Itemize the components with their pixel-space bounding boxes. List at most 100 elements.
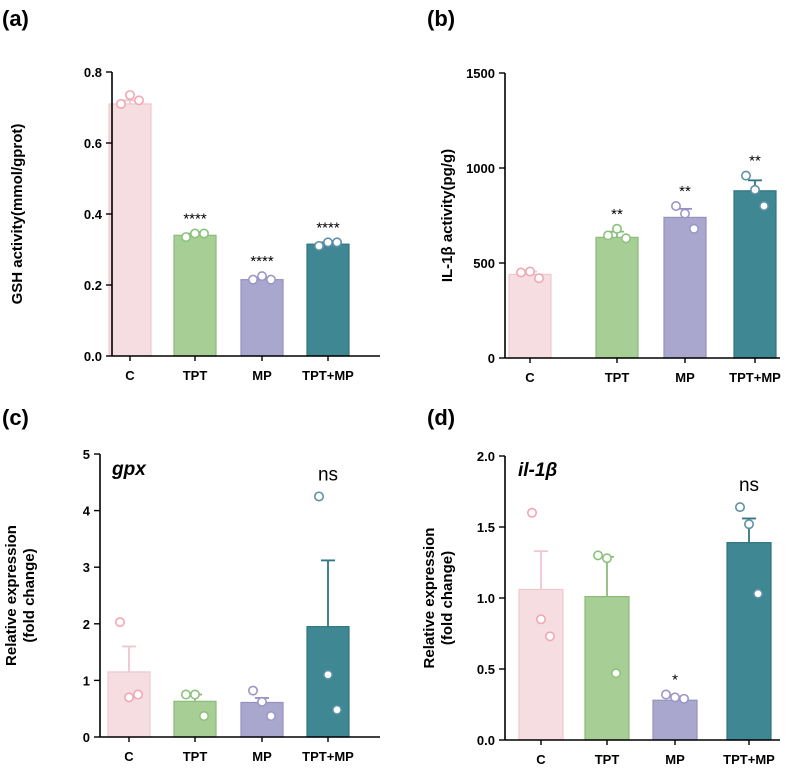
x-tick-label: C [525, 370, 535, 385]
data-point [678, 693, 689, 704]
data-point [313, 491, 324, 502]
y-tick-label: 3 [83, 560, 90, 575]
data-point [134, 95, 145, 106]
y-tick-label: 0.8 [84, 65, 102, 80]
y-axis-label-line2: (fold change) [439, 551, 456, 645]
y-tick-label: 1 [83, 673, 90, 688]
y-tick-label: 1000 [466, 161, 495, 176]
bar-C [508, 273, 552, 359]
significance-label: ns [318, 464, 338, 485]
data-point [601, 553, 612, 564]
data-point [669, 692, 680, 703]
y-tick-label: 0.0 [477, 733, 495, 748]
x-tick-label: TPT [605, 370, 630, 385]
y-axis-label-line1: Relative expression [3, 525, 20, 666]
y-tick-label: 0 [83, 730, 90, 745]
data-point [544, 631, 555, 642]
data-point [115, 617, 126, 628]
data-point [265, 711, 276, 722]
bar-C [518, 588, 564, 741]
x-tick-label: MP [252, 749, 272, 764]
significance-label: **** [316, 219, 340, 236]
panel-label: (d) [427, 405, 455, 430]
data-point [199, 228, 210, 239]
data-point [199, 711, 210, 722]
significance-label: **** [250, 253, 274, 270]
data-point [620, 233, 631, 244]
data-point [535, 614, 546, 625]
y-tick-label: 2.0 [477, 449, 495, 464]
data-point [248, 274, 259, 285]
x-tick-label: MP [665, 752, 685, 767]
bar-C [108, 103, 152, 357]
bar-TPT+MP [726, 542, 772, 741]
bar-TPT+MP [306, 626, 350, 738]
panel-label: (b) [427, 6, 455, 31]
data-point [752, 588, 763, 599]
data-point [248, 685, 259, 696]
significance-label: ns [739, 475, 759, 496]
data-point [125, 90, 136, 101]
chart-panel-b: (b) C ** TPT ** MP ** TPT+MP 0 500 1000 1500 IL-1β a… [427, 6, 781, 385]
bar-TPT [584, 595, 630, 741]
data-point [679, 208, 690, 219]
data-point [611, 223, 622, 234]
data-point [758, 201, 769, 212]
bar-MP [240, 701, 284, 738]
y-axis-label: IL-1β activity(pg/g) [439, 149, 456, 282]
bar-TPT [173, 234, 217, 357]
data-point [181, 689, 192, 700]
data-point [526, 507, 537, 518]
data-point [190, 689, 201, 700]
data-point [524, 266, 535, 277]
data-point [313, 240, 324, 251]
x-tick-label: TPT+MP [729, 370, 781, 385]
data-point [743, 519, 754, 530]
x-tick-label: TPT [183, 749, 208, 764]
y-tick-label: 1500 [466, 66, 495, 81]
data-point [256, 696, 267, 707]
x-tick-label: MP [252, 368, 272, 383]
y-tick-label: 0.0 [84, 349, 102, 364]
chart-panel-a: (a) C **** TPT **** MP **** TPT+MP 0.0 0.2 0.4 0.6 0… [2, 6, 380, 383]
bar-TPT [173, 700, 217, 738]
chart-panel-c: (c) gpx C TPT MP ns TPT+MP 0 1 2 3 4 5 Relative expre… [2, 405, 380, 764]
bar-TPT+MP [733, 190, 777, 359]
bar-C [107, 671, 151, 738]
data-point [515, 267, 526, 278]
data-point [124, 692, 135, 703]
panel-label: (a) [2, 6, 29, 31]
x-tick-label: C [124, 749, 134, 764]
data-point [749, 184, 760, 195]
y-axis-label: GSH activity(mmol/gprot) [9, 124, 26, 305]
significance-label: ** [749, 153, 761, 170]
data-point [734, 502, 745, 513]
data-point [331, 704, 342, 715]
bar-TPT+MP [306, 243, 350, 357]
y-tick-label: 0.4 [84, 207, 103, 222]
data-point [331, 237, 342, 248]
data-point [602, 230, 613, 241]
x-tick-label: TPT+MP [302, 749, 354, 764]
y-tick-label: 0 [488, 351, 495, 366]
panel-label: (c) [2, 405, 29, 430]
data-point [610, 668, 621, 679]
y-tick-label: 1.0 [477, 591, 495, 606]
data-point [256, 271, 267, 282]
bar-MP [652, 699, 698, 741]
y-tick-label: 0.5 [477, 662, 495, 677]
x-tick-label: TPT [183, 368, 208, 383]
chart-panel-d: (d) il-1β C TPT * MP ns TPT+MP 0.0 0.5 1.0 1.5 2.0 Re… [421, 405, 780, 767]
data-point [116, 98, 127, 109]
data-point [265, 274, 276, 285]
x-tick-label: C [536, 752, 546, 767]
y-axis-label-line2: (fold change) [21, 548, 38, 642]
significance-label: ** [611, 206, 623, 223]
y-tick-label: 4 [83, 504, 91, 519]
data-point [592, 550, 603, 561]
y-axis-label-line1: Relative expression [421, 528, 438, 669]
chart-title: gpx [111, 459, 147, 480]
x-tick-label: C [125, 368, 135, 383]
y-tick-label: 1.5 [477, 520, 495, 535]
